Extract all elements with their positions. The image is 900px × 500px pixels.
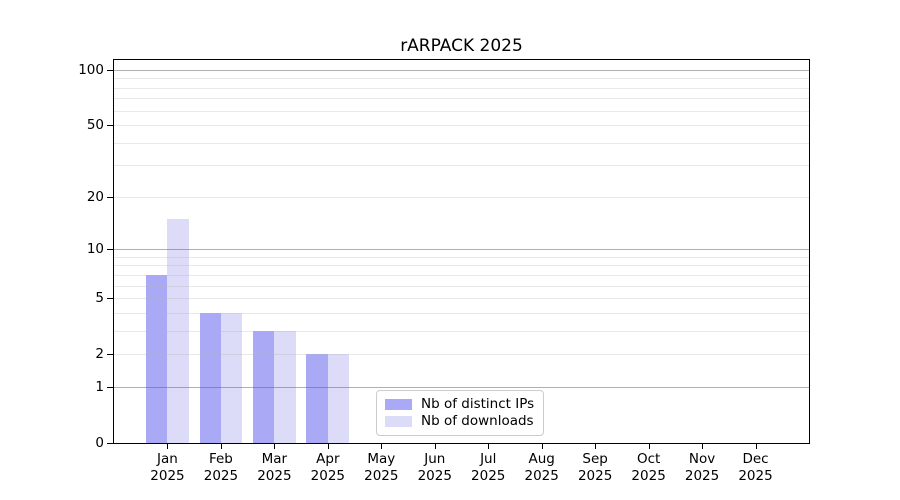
y-tick-label: 5 <box>95 290 104 307</box>
x-tick-mark <box>220 444 222 449</box>
legend: Nb of distinct IPs Nb of downloads <box>376 390 544 436</box>
gridline-minor <box>114 274 809 276</box>
y-tick-label: 0 <box>95 435 104 451</box>
x-tick-label-may: May 2025 <box>364 451 399 484</box>
gridline-minor <box>114 256 809 258</box>
x-tick-label-sep: Sep 2025 <box>577 451 613 484</box>
bar-downloads-apr <box>327 354 350 443</box>
gridline-minor <box>114 125 809 127</box>
x-tick-label-mar: Mar 2025 <box>257 451 292 484</box>
y-tick-label: 1 <box>95 378 104 395</box>
gridline-minor <box>114 285 809 287</box>
y-tick-mark <box>107 443 113 444</box>
y-tick-mark <box>107 125 113 127</box>
gridline-minor <box>114 265 809 267</box>
gridline-minor <box>114 87 809 89</box>
y-tick-label: 10 <box>86 241 104 258</box>
y-tick-label: 50 <box>86 117 104 134</box>
legend-swatch-downloads-icon <box>385 416 412 427</box>
chart-title: rARPACK 2025 <box>400 36 523 56</box>
x-tick-label-feb: Feb 2025 <box>203 451 239 484</box>
gridline-major <box>114 386 809 388</box>
x-tick-mark <box>702 444 704 449</box>
y-tick-mark <box>107 386 113 388</box>
gridline-major <box>114 69 809 71</box>
y-tick-mark <box>107 196 113 198</box>
x-tick-mark <box>381 444 383 449</box>
legend-item-distinct-ips: Nb of distinct IPs <box>385 396 535 413</box>
legend-swatch-distinct-ips-icon <box>385 399 412 410</box>
x-tick-mark <box>488 444 490 449</box>
x-tick-label-dec: Dec 2025 <box>738 451 773 484</box>
gridline-major <box>114 249 809 251</box>
gridline-minor <box>114 312 809 314</box>
y-tick-mark <box>107 354 113 356</box>
x-tick-label-apr: Apr 2025 <box>310 451 346 484</box>
x-tick-label-aug: Aug 2025 <box>524 451 559 484</box>
gridline-minor <box>114 354 809 356</box>
x-tick-label-jun: Jun 2025 <box>417 451 452 484</box>
y-tick-mark <box>107 298 113 300</box>
y-tick-label: 2 <box>95 346 104 363</box>
gridline-minor <box>114 298 809 300</box>
x-tick-mark <box>648 444 650 449</box>
x-tick-label-jan: Jan 2025 <box>150 451 185 484</box>
legend-item-downloads: Nb of downloads <box>385 413 535 430</box>
x-tick-label-nov: Nov 2025 <box>684 451 720 484</box>
gridline-minor <box>114 165 809 167</box>
y-tick-mark <box>107 69 113 71</box>
y-tick-label: 20 <box>86 188 104 205</box>
y-tick-label: 100 <box>78 61 104 78</box>
x-tick-mark <box>755 444 757 449</box>
legend-label-downloads: Nb of downloads <box>421 413 534 429</box>
bar-distinct-ips-apr <box>306 354 328 443</box>
gridline-minor <box>114 98 809 100</box>
y-tick-mark <box>107 249 113 251</box>
x-tick-mark <box>434 444 436 449</box>
x-tick-mark <box>167 444 169 449</box>
plot-area <box>113 59 810 444</box>
gridline-minor <box>114 78 809 80</box>
legend-label-distinct-ips: Nb of distinct IPs <box>421 396 535 412</box>
bar-downloads-feb <box>220 312 243 443</box>
x-tick-mark <box>274 444 276 449</box>
x-tick-label-jul: Jul 2025 <box>471 451 506 484</box>
gridline-minor <box>114 196 809 198</box>
x-tick-mark <box>541 444 543 449</box>
gridline-minor <box>114 142 809 144</box>
bar-distinct-ips-feb <box>199 312 221 443</box>
bar-distinct-ips-jan <box>146 274 168 443</box>
x-tick-mark <box>595 444 597 449</box>
x-tick-label-oct: Oct 2025 <box>631 451 666 484</box>
x-tick-mark <box>327 444 329 449</box>
gridline-minor <box>114 110 809 112</box>
gridline-minor <box>114 330 809 332</box>
